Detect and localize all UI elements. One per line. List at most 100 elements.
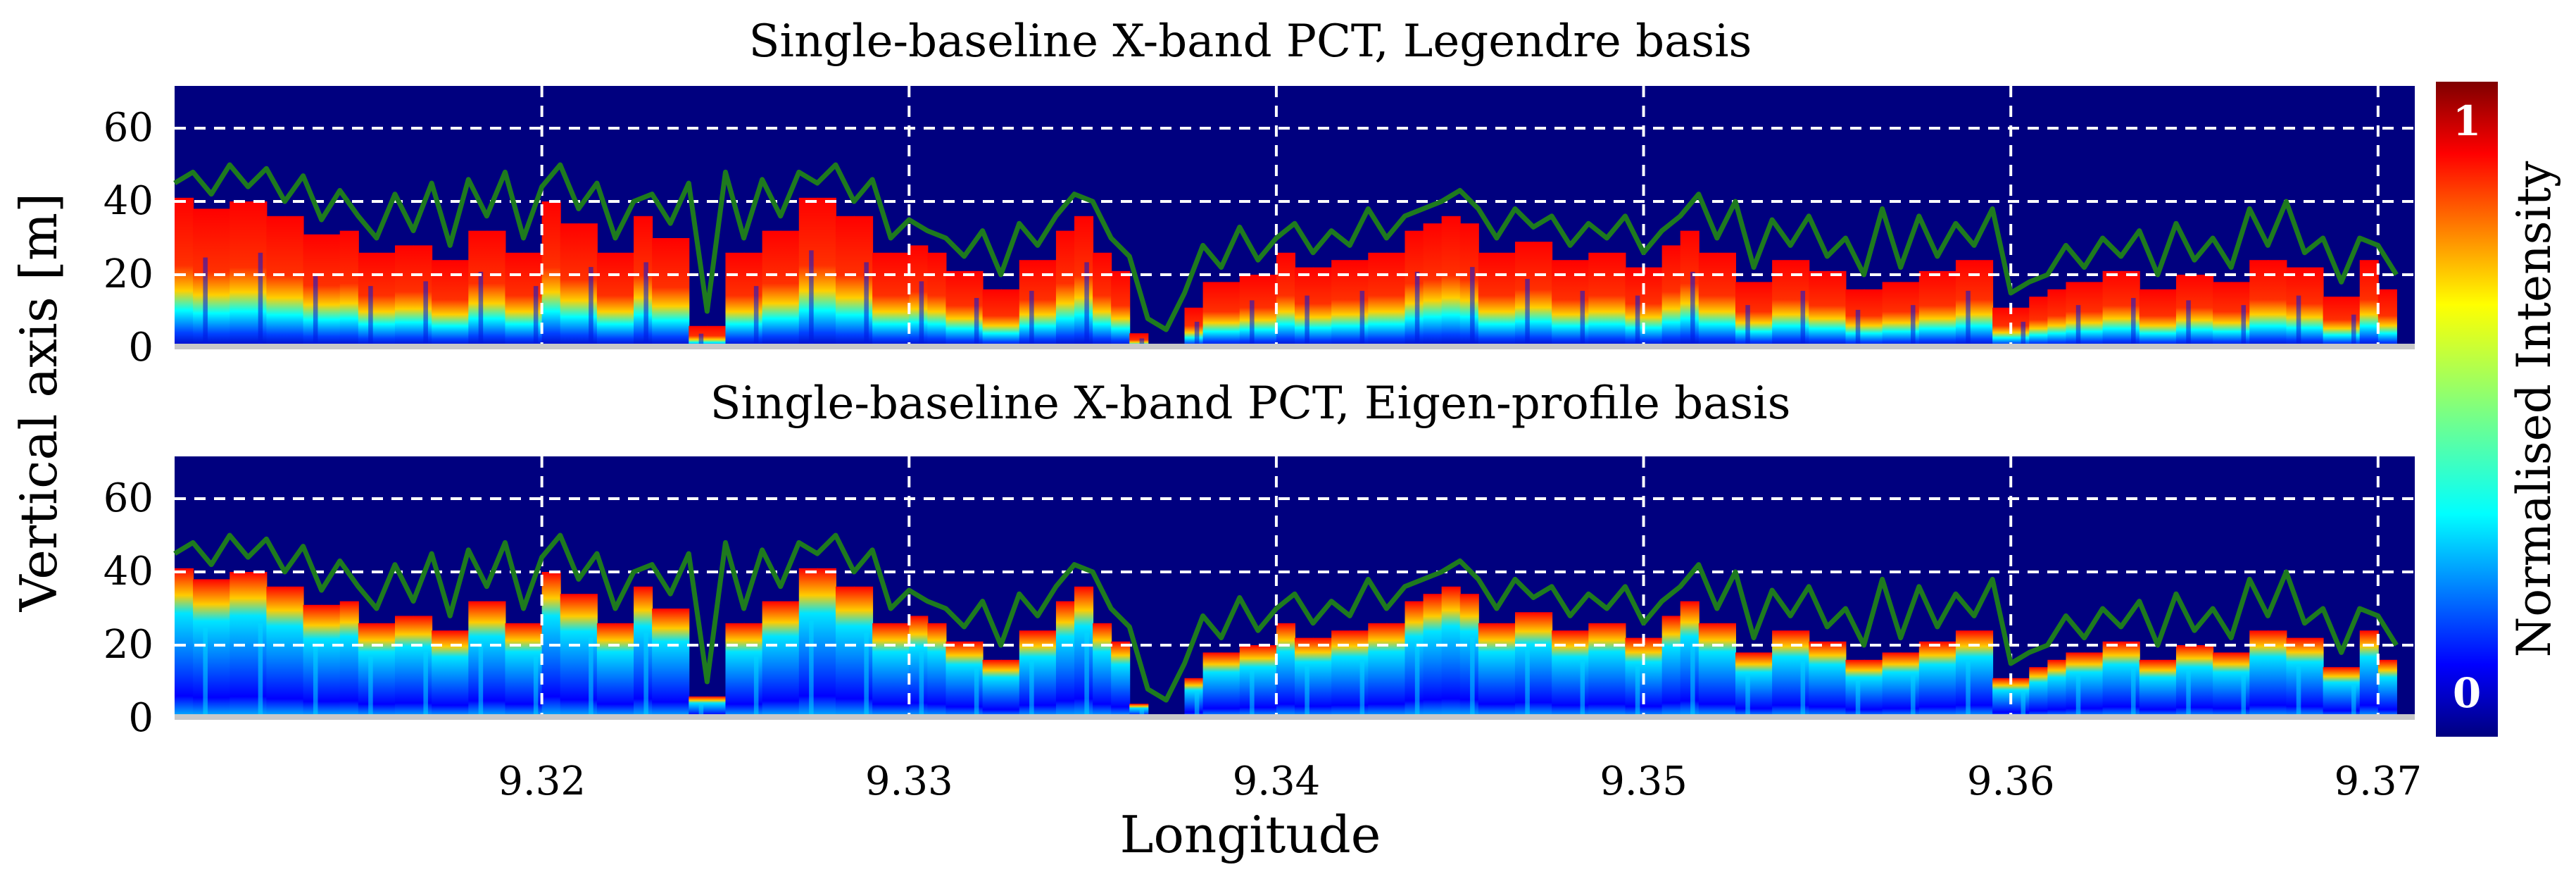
colorbar: 1 0 Normalised Intensity	[2436, 82, 2561, 737]
panel-eigen-vegetation-column	[1625, 637, 1645, 718]
panel-eigen-y-ticks: 0 20 40 60	[103, 475, 153, 741]
panel-legendre-vegetation-column	[1496, 252, 1516, 348]
panel-eigen-vegetation-column	[450, 630, 470, 718]
panel-legendre-vegetation-column	[1055, 230, 1076, 348]
panel-legendre-vegetation-gap	[1635, 295, 1640, 348]
panel-legendre-vegetation-column	[1790, 260, 1810, 348]
panel-legendre-vegetation-gap	[1525, 278, 1530, 348]
panel-legendre-vegetation-column	[2175, 275, 2196, 348]
panel-eigen-vegetation-gap	[643, 632, 648, 718]
panel-legendre-vegetation-column	[1202, 282, 1222, 348]
panel-legendre-vegetation-column	[1643, 267, 1663, 348]
x-tick-label: 9.36	[1967, 759, 2055, 804]
panel-eigen-vegetation-column	[1735, 652, 1755, 718]
panel-legendre-vegetation-column	[909, 245, 929, 348]
panel-legendre-vegetation-gap	[1745, 305, 1750, 348]
panel-eigen-vegetation-column	[1037, 630, 1057, 718]
panel-legendre-vegetation-column	[2084, 282, 2104, 348]
panel-legendre-vegetation-gap	[368, 286, 373, 348]
panel-legendre-vegetation	[175, 197, 2397, 348]
panel-legendre-vegetation-column	[872, 252, 892, 348]
panel-eigen-vegetation-column	[1093, 623, 1112, 718]
panel-eigen-vegetation-gap	[1359, 661, 1365, 718]
panel-legendre-vegetation-column	[1845, 289, 1865, 348]
panel-eigen-vegetation-column	[634, 586, 653, 718]
panel-legendre-vegetation-column	[2029, 297, 2049, 348]
panel-eigen-vegetation-column	[2341, 667, 2361, 718]
panel-legendre-vegetation-column	[743, 252, 763, 348]
panel-eigen-vegetation-column	[1754, 652, 1773, 718]
panel-legendre-vegetation-column	[1827, 270, 1847, 348]
panel-eigen-vegetation-column	[1882, 652, 1902, 718]
panel-eigen-vegetation-gap	[1194, 692, 1200, 718]
panel-legendre-y-tick-label: 40	[103, 178, 153, 224]
panel-legendre-vegetation-column	[1000, 289, 1020, 348]
panel-legendre-vegetation-column	[432, 260, 451, 348]
panel-eigen-vegetation-column	[1111, 641, 1131, 718]
panel-legendre-vegetation-column	[1625, 267, 1645, 348]
panel-legendre-vegetation-gap	[203, 257, 208, 348]
panel-legendre-vegetation-column	[1331, 260, 1351, 348]
panel-legendre-vegetation-column	[376, 252, 396, 348]
panel-eigen-vegetation-column	[1239, 645, 1259, 718]
panel-eigen-vegetation-gap	[2131, 668, 2136, 718]
panel-eigen-vegetation-column	[376, 623, 396, 718]
panel-eigen-vegetation-column	[2139, 659, 2159, 718]
panel-legendre: Single-baseline X-band PCT, Legendre bas…	[103, 15, 2415, 370]
panel-legendre-vegetation-gap	[1800, 290, 1806, 348]
panel-eigen-vegetation-gap	[809, 621, 814, 718]
panel-eigen-vegetation-column	[266, 586, 286, 718]
panel-eigen-vegetation-column	[193, 579, 213, 718]
panel-legendre-vegetation-column	[762, 230, 781, 348]
colorbar-gradient	[2436, 82, 2498, 737]
panel-eigen-vegetation-column	[1918, 641, 1938, 718]
panel-legendre-vegetation-column	[1864, 289, 1883, 348]
panel-legendre-vegetation-column	[2213, 282, 2232, 348]
panel-legendre-vegetation-column	[450, 260, 470, 348]
panel-eigen-vegetation-gap	[864, 632, 869, 718]
panel-eigen-vegetation-gap	[974, 668, 979, 718]
panel-legendre-vegetation-column	[1570, 260, 1590, 348]
panel-eigen-y-tick-label: 0	[128, 695, 153, 741]
panel-legendre-vegetation-column	[1974, 260, 1994, 348]
panel-eigen-vegetation-column	[2213, 652, 2232, 718]
panel-eigen-vegetation-column	[1019, 630, 1038, 718]
panel-legendre-vegetation-gap	[1690, 271, 1695, 348]
panel-legendre-vegetation-gap	[423, 281, 428, 348]
panel-eigen-vegetation-column	[2029, 667, 2049, 718]
panel-legendre-vegetation-column	[1716, 252, 1736, 348]
panel-eigen-vegetation-column	[1900, 652, 1920, 718]
panel-eigen-vegetation-column	[1827, 641, 1847, 718]
panel-legendre-vegetation-column	[1900, 282, 1920, 348]
panel-legendre-vegetation-column	[2139, 289, 2159, 348]
panel-eigen-y-tick-label: 60	[103, 475, 153, 521]
panel-legendre-vegetation-gap	[698, 333, 704, 348]
panel-legendre-vegetation-column	[2286, 267, 2306, 348]
panel-eigen-vegetation-column	[211, 579, 231, 718]
panel-legendre-vegetation-column	[1239, 275, 1259, 348]
panel-legendre-vegetation-column	[1184, 307, 1204, 348]
panel-legendre-vegetation-column	[2304, 267, 2324, 348]
panel-eigen-vegetation-gap	[2186, 671, 2191, 718]
panel-legendre-vegetation-column	[1276, 252, 1295, 348]
panel-legendre-vegetation-column	[1037, 260, 1057, 348]
panel-eigen-vegetation-column	[872, 623, 892, 718]
panel-eigen-vegetation-column	[1552, 630, 1571, 718]
panel-eigen-vegetation-gap	[1911, 675, 1916, 718]
panel-eigen-vegetation-column	[1790, 630, 1810, 718]
panel-legendre-ground-strip	[175, 344, 2415, 349]
panel-eigen-vegetation-column	[321, 604, 341, 718]
panel-eigen-vegetation-gap	[258, 623, 263, 718]
panel-legendre-y-tick-label: 0	[128, 325, 153, 370]
panel-legendre-vegetation-column	[1423, 223, 1443, 348]
panel-eigen-vegetation-gap	[1305, 666, 1309, 718]
panel-legendre-vegetation-column	[1459, 223, 1479, 348]
panel-eigen-vegetation-column	[615, 623, 635, 718]
panel-eigen-y-tick-label: 20	[103, 622, 153, 668]
panel-legendre-vegetation-gap	[1305, 295, 1309, 348]
panel-eigen-vegetation-gap	[1580, 661, 1585, 718]
panel-legendre-vegetation-gap	[589, 267, 593, 348]
panel-legendre-vegetation-column	[1735, 282, 1755, 348]
panel-eigen-vegetation-column	[2084, 652, 2104, 718]
panel-eigen-vegetation-column	[1350, 630, 1369, 718]
